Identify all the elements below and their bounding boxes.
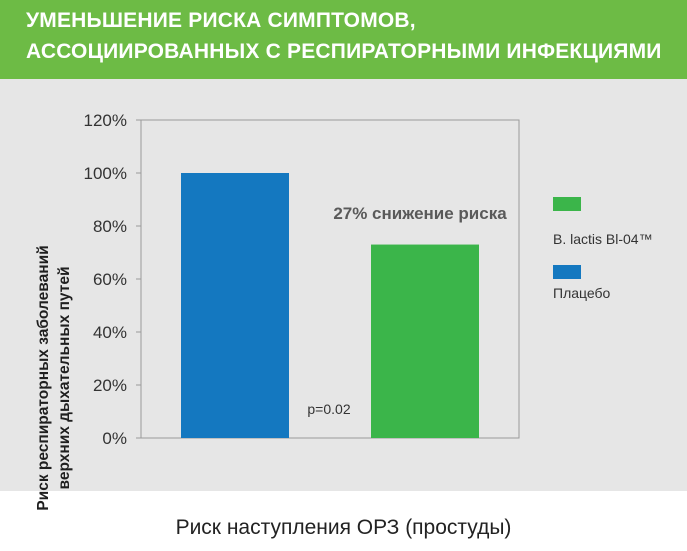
- bar-chart: 0% 20% 40% 60% 80% 100% 120% 27% снижение риска…: [84, 111, 520, 448]
- reduction-annotation: 27% снижение риска: [333, 204, 507, 223]
- legend-label-bl04: B. lactis Bl-04™: [553, 231, 653, 247]
- y-tick-label-120: 120%: [84, 111, 127, 130]
- y-tick-label-20: 20%: [93, 376, 127, 395]
- header-banner: УМЕНЬШЕНИЕ РИСКА СИМПТОМОВ, АССОЦИИРОВАН…: [0, 0, 687, 79]
- chart-title-line-2: АССОЦИИРОВАННЫХ С РЕСПИРАТОРНЫМИ ИНФЕКЦИ…: [26, 40, 662, 63]
- y-tick-label-60: 60%: [93, 270, 127, 289]
- bar-bl04: [371, 244, 479, 438]
- legend-swatch-placebo: [553, 265, 581, 279]
- chart-panel: 0% 20% 40% 60% 80% 100% 120% 27% снижение риска…: [0, 79, 687, 511]
- legend-label-placebo: Плацебо: [553, 285, 611, 301]
- chart-title-line-1: УМЕНЬШЕНИЕ РИСКА СИМПТОМОВ,: [26, 9, 416, 32]
- y-tick-label-100: 100%: [84, 164, 127, 183]
- y-axis-label-line-2: верхних дыхательных путей: [56, 266, 73, 490]
- y-tick-label-40: 40%: [93, 323, 127, 342]
- bar-placebo: [181, 173, 289, 438]
- x-axis-label: Риск наступления ОРЗ (простуды): [175, 516, 512, 539]
- y-axis-label-line-1: Риск респираторных заболеваний: [35, 245, 52, 511]
- p-value-annotation: p=0.02: [307, 401, 350, 417]
- y-tick-label-80: 80%: [93, 217, 127, 236]
- y-tick-label-0: 0%: [102, 429, 127, 448]
- y-axis-label: Риск респираторных заболеваний верхних д…: [33, 208, 75, 548]
- legend-swatch-bl04: [553, 197, 581, 211]
